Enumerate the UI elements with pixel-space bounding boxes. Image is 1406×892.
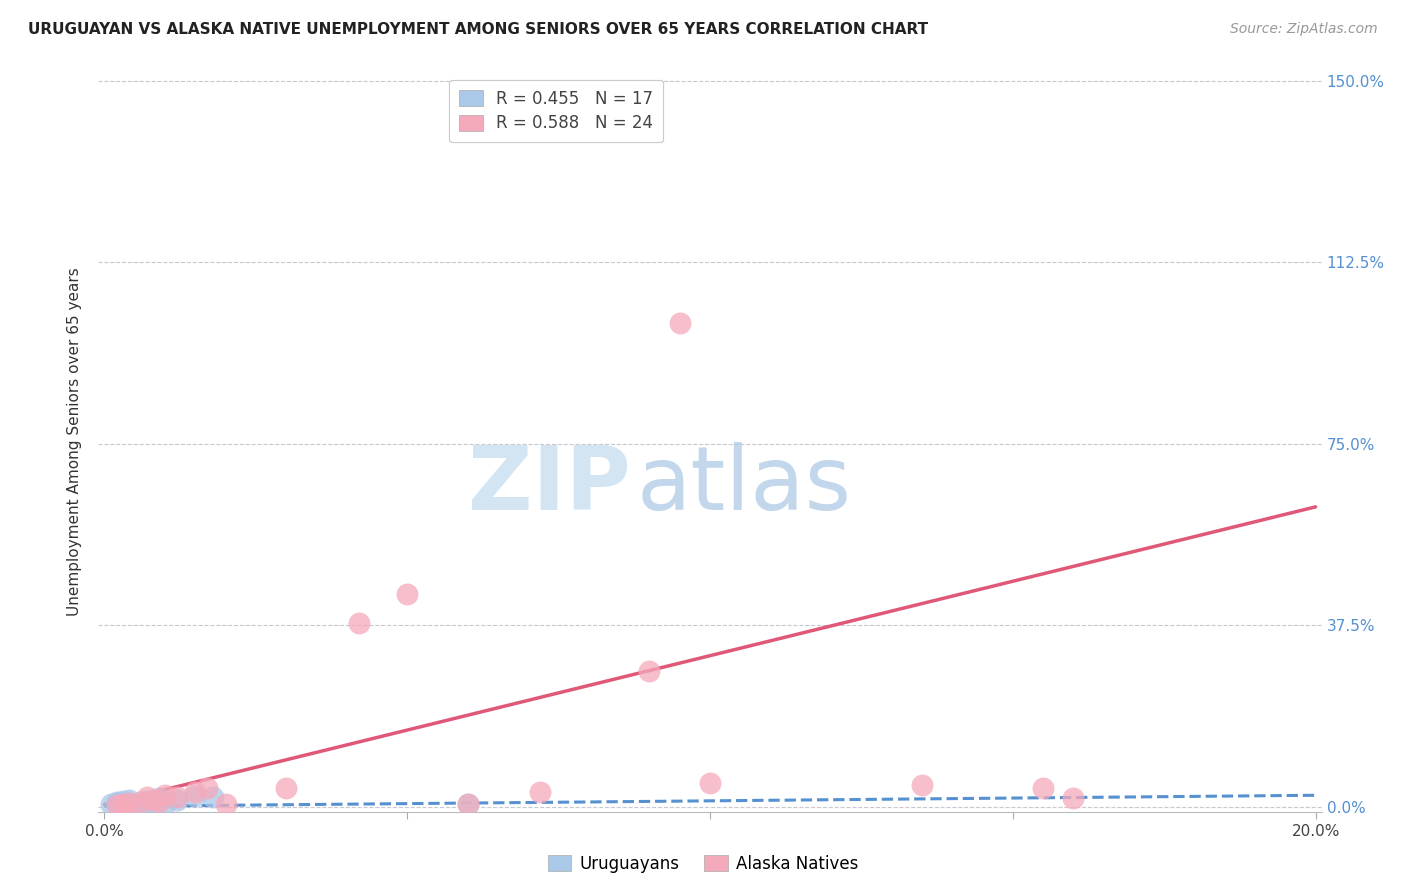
Point bbox=[166, 790, 188, 805]
Point bbox=[529, 785, 551, 799]
Point bbox=[135, 790, 157, 805]
Point bbox=[135, 794, 157, 808]
Point bbox=[197, 780, 219, 795]
Point bbox=[111, 797, 134, 812]
Point bbox=[153, 788, 176, 802]
Point bbox=[105, 795, 128, 809]
Point bbox=[184, 785, 207, 799]
Point bbox=[347, 615, 370, 630]
Point bbox=[111, 794, 134, 808]
Point bbox=[105, 797, 128, 811]
Point bbox=[1062, 791, 1084, 805]
Point bbox=[457, 797, 479, 812]
Text: ZIP: ZIP bbox=[468, 442, 630, 530]
Point bbox=[184, 789, 207, 804]
Point bbox=[111, 798, 134, 813]
Point bbox=[638, 665, 661, 679]
Point bbox=[457, 797, 479, 812]
Text: atlas: atlas bbox=[637, 442, 852, 530]
Point bbox=[396, 587, 419, 601]
Point bbox=[153, 797, 176, 812]
Point bbox=[100, 797, 122, 812]
Point bbox=[118, 797, 141, 811]
Point bbox=[142, 797, 165, 811]
Point bbox=[129, 795, 152, 809]
Point bbox=[148, 795, 170, 809]
Legend: R = 0.455   N = 17, R = 0.588   N = 24: R = 0.455 N = 17, R = 0.588 N = 24 bbox=[450, 79, 662, 143]
Point bbox=[111, 797, 134, 812]
Point bbox=[202, 790, 225, 805]
Point bbox=[124, 797, 146, 812]
Point bbox=[118, 792, 141, 806]
Text: Source: ZipAtlas.com: Source: ZipAtlas.com bbox=[1230, 22, 1378, 37]
Point bbox=[105, 798, 128, 813]
Legend: Uruguayans, Alaska Natives: Uruguayans, Alaska Natives bbox=[541, 848, 865, 880]
Text: URUGUAYAN VS ALASKA NATIVE UNEMPLOYMENT AMONG SENIORS OVER 65 YEARS CORRELATION : URUGUAYAN VS ALASKA NATIVE UNEMPLOYMENT … bbox=[28, 22, 928, 37]
Point bbox=[148, 791, 170, 805]
Y-axis label: Unemployment Among Seniors over 65 years: Unemployment Among Seniors over 65 years bbox=[67, 268, 83, 615]
Point bbox=[276, 781, 298, 796]
Point bbox=[214, 797, 236, 812]
Point bbox=[1032, 780, 1054, 795]
Point bbox=[118, 796, 141, 810]
Point bbox=[142, 792, 165, 806]
Point bbox=[911, 778, 934, 792]
Point bbox=[166, 792, 188, 806]
Point bbox=[129, 795, 152, 809]
Point bbox=[668, 316, 690, 330]
Point bbox=[699, 775, 721, 789]
